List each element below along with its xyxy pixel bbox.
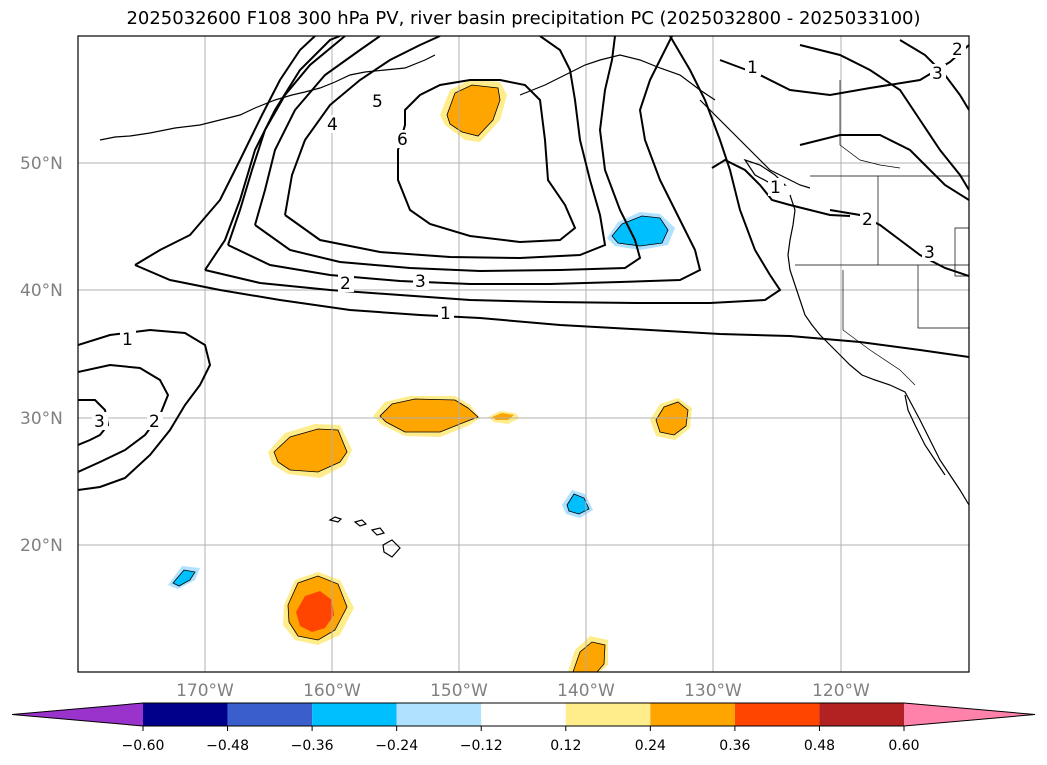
lon-label: 130°W [684, 681, 742, 701]
lon-label: 160°W [303, 681, 361, 701]
lon-label: 140°W [557, 681, 615, 701]
pv-contour-3 [227, 36, 702, 285]
colorbar-tick-label: −0.48 [206, 738, 249, 754]
contour-label: 2 [952, 40, 963, 60]
contour-label: 2 [149, 412, 160, 432]
longitude-labels: 170°W 160°W 150°W 140°W 130°W 120°W [176, 681, 870, 701]
lon-label: 150°W [430, 681, 488, 701]
contour-label: 1 [122, 330, 133, 350]
lat-label: 50°N [20, 154, 63, 174]
colorbar-segment [734, 703, 820, 726]
contour-labels: 1 2 3 4 5 6 1 2 3 1 2 3 1 2 3 [92, 40, 966, 432]
pv-contour-3 [227, 36, 346, 246]
pv-contour-5 [284, 36, 607, 260]
pv-contour-4 [254, 36, 642, 273]
colorbar-segment [565, 703, 651, 726]
precip-anomaly-positive [447, 85, 500, 136]
pv-contours [78, 36, 969, 491]
colorbar-tick-label: −0.60 [122, 738, 165, 754]
precip-anomaly-positive [380, 399, 478, 432]
colorbar: −0.60 −0.48 −0.36 −0.24 −0.12 0.12 0.24 0.36 0.4… [11, 702, 1036, 754]
pv-contour-2 [799, 44, 969, 191]
pv-contour-2 [78, 363, 170, 473]
precip-anomaly-positive [274, 429, 347, 472]
colorbar-extend-max [904, 703, 1035, 726]
colorbar-segment [396, 703, 482, 726]
colorbar-tick-label: −0.24 [375, 738, 418, 754]
colorbar-tick-label: −0.36 [291, 738, 334, 754]
colorbar-tick-label: 0.24 [635, 738, 666, 754]
colorbar-extend-min [12, 703, 143, 726]
colorbar-segment [819, 703, 904, 726]
map-frame [77, 35, 970, 673]
contour-label: 5 [372, 92, 383, 112]
colorbar-tick-label: 0.12 [550, 738, 581, 754]
contour-label: 2 [862, 210, 873, 230]
latitude-labels: 50°N 40°N 30°N 20°N [20, 154, 63, 556]
precip-anomaly-positive [296, 591, 334, 632]
pv-contour-4 [254, 36, 381, 226]
lat-label: 30°N [20, 409, 63, 429]
pv-contour-2 [799, 134, 969, 201]
colorbar-tick-label: 0.60 [888, 738, 919, 754]
colorbar-segment [481, 703, 566, 726]
contour-label: 3 [415, 272, 426, 292]
colorbar-tick-label: −0.12 [460, 738, 503, 754]
contour-label: 3 [932, 64, 943, 84]
precip-anomaly-positive [573, 642, 605, 672]
pv-contour-5 [284, 36, 441, 216]
graticule [78, 36, 969, 672]
contour-label: 6 [397, 130, 408, 150]
pv-contour-1 [78, 328, 212, 491]
lon-label: 170°W [176, 681, 234, 701]
pv-contour-1 [134, 264, 969, 358]
contour-label: 1 [770, 178, 781, 198]
contour-label: 4 [327, 115, 338, 135]
colorbar-segment [227, 703, 313, 726]
pv-contour-2 [204, 36, 782, 304]
precip-anomaly-negative [173, 570, 195, 586]
colorbar-segment [312, 703, 397, 726]
colorbar-segment [650, 703, 735, 726]
contour-label: 3 [924, 243, 935, 263]
pv-contour-1 [134, 36, 316, 266]
contour-label: 2 [340, 274, 351, 294]
colorbar-tick-label: 0.48 [804, 738, 835, 754]
lat-label: 40°N [20, 281, 63, 301]
contour-label: 1 [440, 304, 451, 324]
contour-label: 3 [94, 412, 105, 432]
lon-label: 120°W [812, 681, 870, 701]
map-title: 2025032600 F108 300 hPa PV, river basin … [126, 8, 921, 29]
lat-label: 20°N [20, 536, 63, 556]
pv-contour-6 [397, 79, 577, 244]
pv-contour-1 [711, 158, 851, 217]
map-area [78, 36, 969, 672]
colorbar-segment [143, 703, 228, 726]
contour-label: 1 [747, 58, 758, 78]
precip-anomaly-negative [567, 494, 589, 514]
colorbar-tick-label: 0.36 [719, 738, 750, 754]
